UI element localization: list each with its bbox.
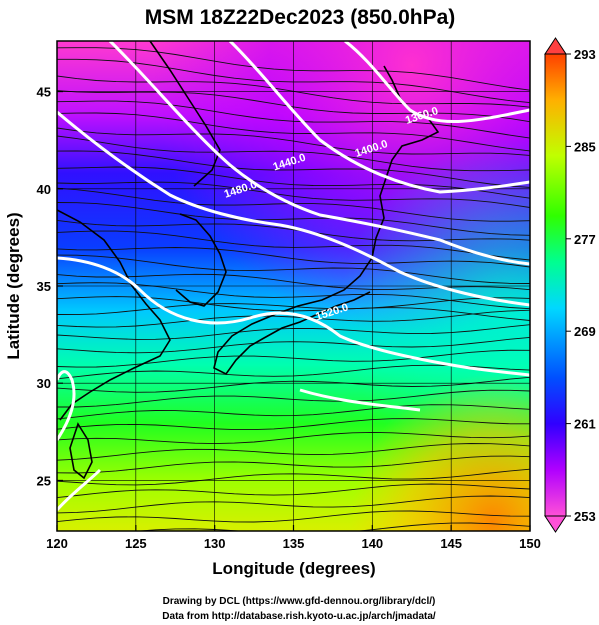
colorbar-tick-label: 253 (574, 509, 596, 524)
coastline-japan (213, 65, 440, 376)
x-tick-label: 135 (283, 536, 305, 551)
contour-1480 (57, 110, 530, 307)
credit-line-2: Data from http://database.rish.kyoto-u.a… (162, 611, 436, 622)
y-axis-label: Latitude (degrees) (4, 212, 23, 359)
contour-1560-b (299, 388, 421, 412)
y-ticks: 25 30 35 40 45 (37, 85, 63, 488)
contour-1440 (108, 41, 530, 266)
contour-1400 (228, 41, 530, 194)
coastlines (57, 41, 440, 480)
x-tick-label: 125 (125, 536, 147, 551)
x-tick-label: 145 (440, 536, 462, 551)
x-tick-label: 130 (204, 536, 226, 551)
colorbar-extend-min (544, 515, 567, 533)
colorbar-tick-label: 269 (574, 324, 596, 339)
colorbar-ticks: 253 261 269 277 285 293 (566, 47, 596, 524)
lat-lon-grid (57, 41, 530, 531)
x-ticks: 120 125 130 135 140 145 150 (46, 525, 541, 551)
colorbar-tick-label: 293 (574, 47, 596, 62)
contour-1520 (57, 256, 530, 377)
credit-line-1: Drawing by DCL (https://www.gfd-dennou.o… (163, 596, 436, 607)
coastline-korea (175, 213, 227, 307)
coastline-taiwan (69, 422, 93, 480)
colorbar-tick-label: 277 (574, 232, 596, 247)
chart-title: MSM 18Z22Dec2023 (850.0hPa) (145, 6, 456, 29)
y-tick-label: 30 (37, 376, 51, 391)
y-tick-label: 25 (37, 473, 51, 488)
y-tick-label: 45 (37, 85, 51, 100)
colorbar-extend-max (544, 37, 567, 55)
colorbar-tick-label: 285 (574, 139, 596, 154)
y-tick-label: 35 (37, 279, 51, 294)
x-tick-label: 120 (46, 536, 68, 551)
x-axis-label: Longitude (degrees) (212, 559, 375, 578)
coastline-russia (149, 41, 221, 187)
height-contours (57, 41, 530, 511)
coastline-china (57, 209, 171, 421)
y-tick-label: 40 (37, 182, 51, 197)
colorbar: 253 261 269 277 285 293 (544, 37, 596, 533)
contour-1360 (344, 41, 530, 124)
colorbar-body (544, 53, 567, 517)
x-tick-label: 150 (519, 536, 541, 551)
contour-1600 (57, 468, 102, 511)
colorbar-tick-label: 261 (574, 417, 596, 432)
x-tick-label: 140 (361, 536, 383, 551)
contour-1560 (57, 370, 76, 441)
